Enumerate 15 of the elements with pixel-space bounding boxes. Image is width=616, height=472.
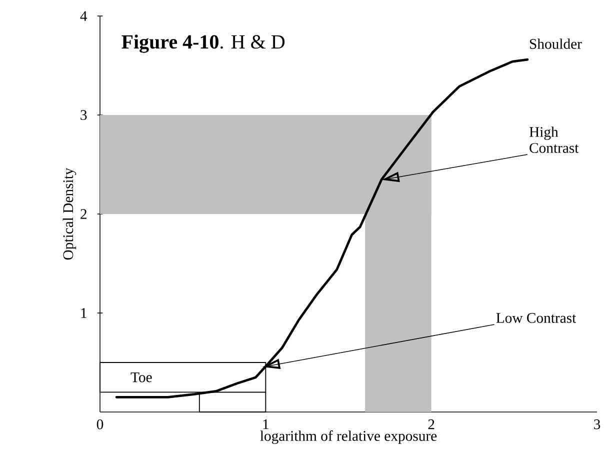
y-tick-label: 3 bbox=[80, 110, 87, 120]
y-tick-label: 2 bbox=[80, 209, 86, 219]
x-axis-title: logarithm of relative exposure bbox=[260, 430, 437, 444]
annotation: Low Contrast bbox=[496, 313, 576, 323]
x-tick-label: 2 bbox=[428, 419, 434, 430]
y-axis-title: Optical Density bbox=[62, 168, 76, 260]
x-tick-label: 0 bbox=[96, 419, 104, 430]
x-tick-label: 1 bbox=[263, 419, 268, 430]
y-tick-label: 4 bbox=[80, 11, 88, 21]
annotation: Shoulder bbox=[530, 38, 582, 49]
band-label: Toe bbox=[130, 372, 152, 382]
annotation: High Contrast bbox=[529, 126, 579, 153]
y-tick-label: 1 bbox=[81, 308, 86, 318]
x-tick-label: 3 bbox=[594, 419, 600, 430]
text: Figure 4-10. H & D bbox=[122, 34, 285, 53]
